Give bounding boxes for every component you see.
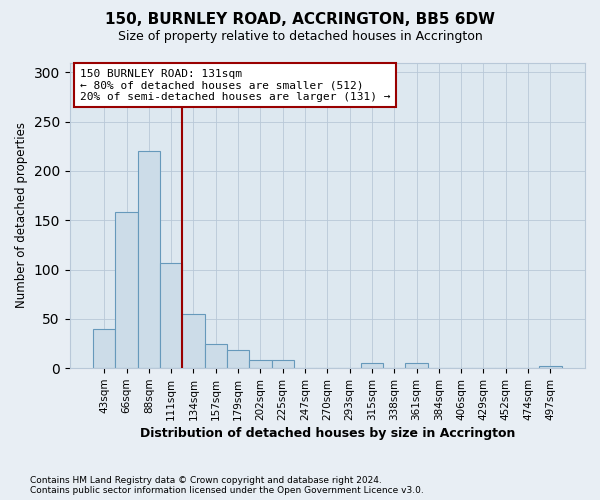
Bar: [115, 212, 137, 368]
Text: Size of property relative to detached houses in Accrington: Size of property relative to detached ho…: [118, 30, 482, 43]
Bar: [539, 366, 562, 368]
Text: Contains HM Land Registry data © Crown copyright and database right 2024.: Contains HM Land Registry data © Crown c…: [30, 476, 382, 485]
X-axis label: Distribution of detached houses by size in Accrington: Distribution of detached houses by size …: [140, 427, 515, 440]
Bar: [137, 152, 160, 368]
Bar: [182, 314, 205, 368]
Bar: [160, 262, 182, 368]
Y-axis label: Number of detached properties: Number of detached properties: [15, 122, 28, 308]
Bar: [272, 360, 294, 368]
Bar: [406, 364, 428, 368]
Bar: [93, 329, 115, 368]
Bar: [249, 360, 272, 368]
Bar: [205, 344, 227, 368]
Bar: [227, 350, 249, 368]
Text: 150 BURNLEY ROAD: 131sqm
← 80% of detached houses are smaller (512)
20% of semi-: 150 BURNLEY ROAD: 131sqm ← 80% of detach…: [80, 68, 391, 102]
Text: Contains public sector information licensed under the Open Government Licence v3: Contains public sector information licen…: [30, 486, 424, 495]
Bar: [361, 364, 383, 368]
Text: 150, BURNLEY ROAD, ACCRINGTON, BB5 6DW: 150, BURNLEY ROAD, ACCRINGTON, BB5 6DW: [105, 12, 495, 28]
